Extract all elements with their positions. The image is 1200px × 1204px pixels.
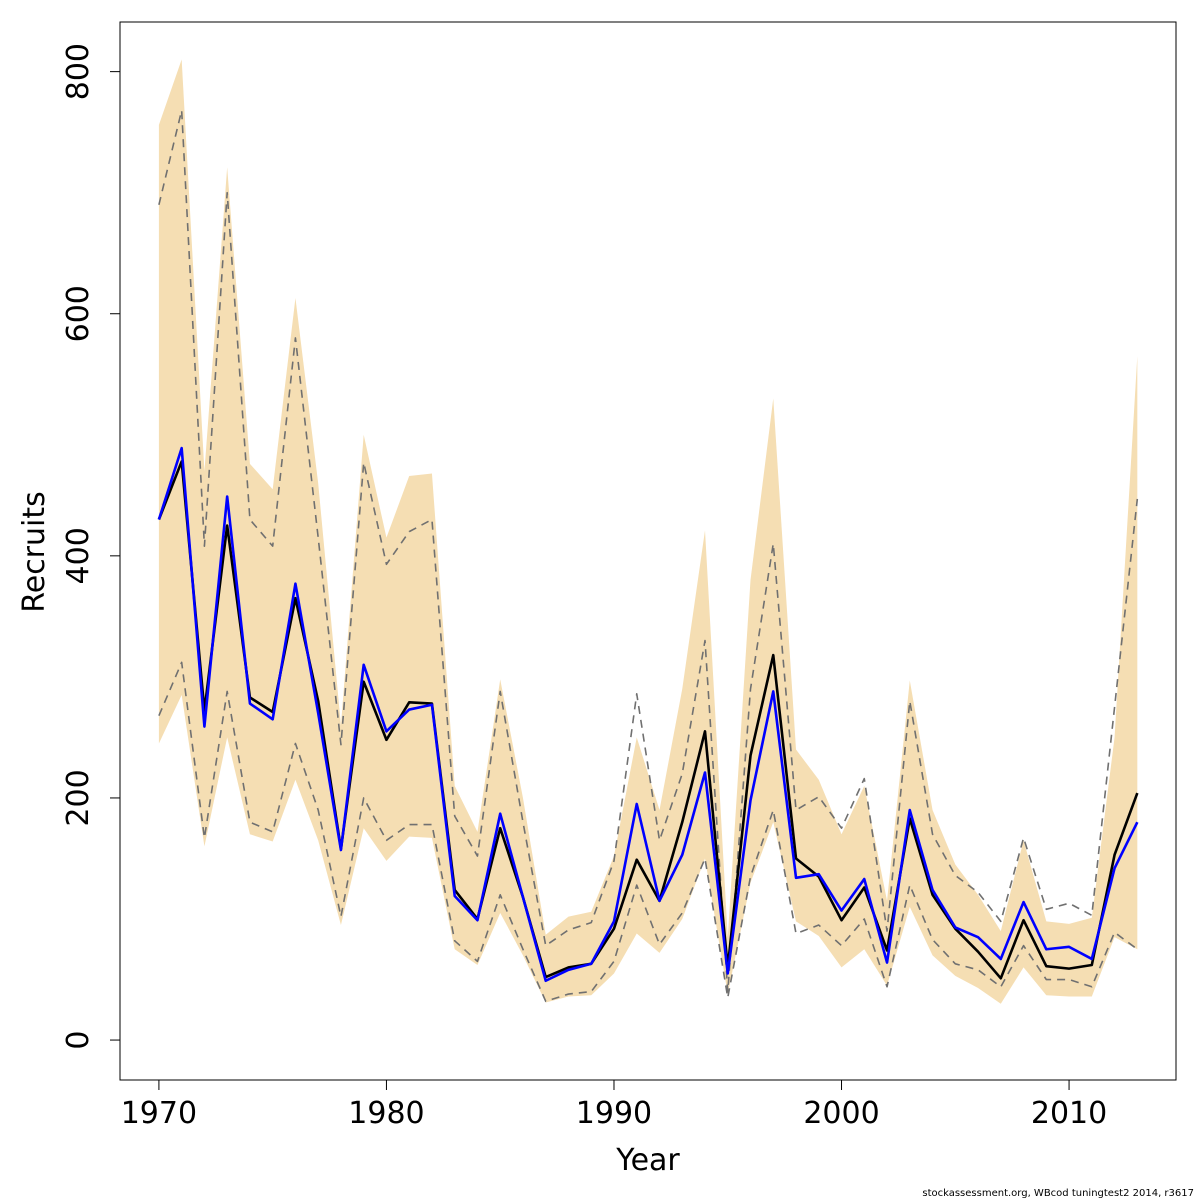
y-tick-label: 800 [61,43,96,100]
y-axis-label: Recruits [17,491,52,613]
x-tick-label: 2010 [1031,1096,1107,1131]
interval-line [158,661,1138,1003]
x-axis-label: Year [615,1143,680,1178]
y-tick-label: 600 [61,285,96,342]
footnote: stockassessment.org, WBcod tuningtest2 2… [922,1188,1194,1199]
x-tick-label: 1980 [348,1096,424,1131]
interval-line [158,109,1139,993]
x-tick-label: 1970 [121,1096,197,1131]
series-line [157,446,1139,983]
y-tick-label: 400 [61,527,96,584]
y-tick-label: 0 [61,1031,96,1050]
y-tick-label: 200 [61,769,96,826]
series-line [157,460,1139,980]
confidence-band [158,59,1138,1004]
x-tick-label: 1990 [576,1096,652,1131]
x-tick-label: 2000 [803,1096,879,1131]
